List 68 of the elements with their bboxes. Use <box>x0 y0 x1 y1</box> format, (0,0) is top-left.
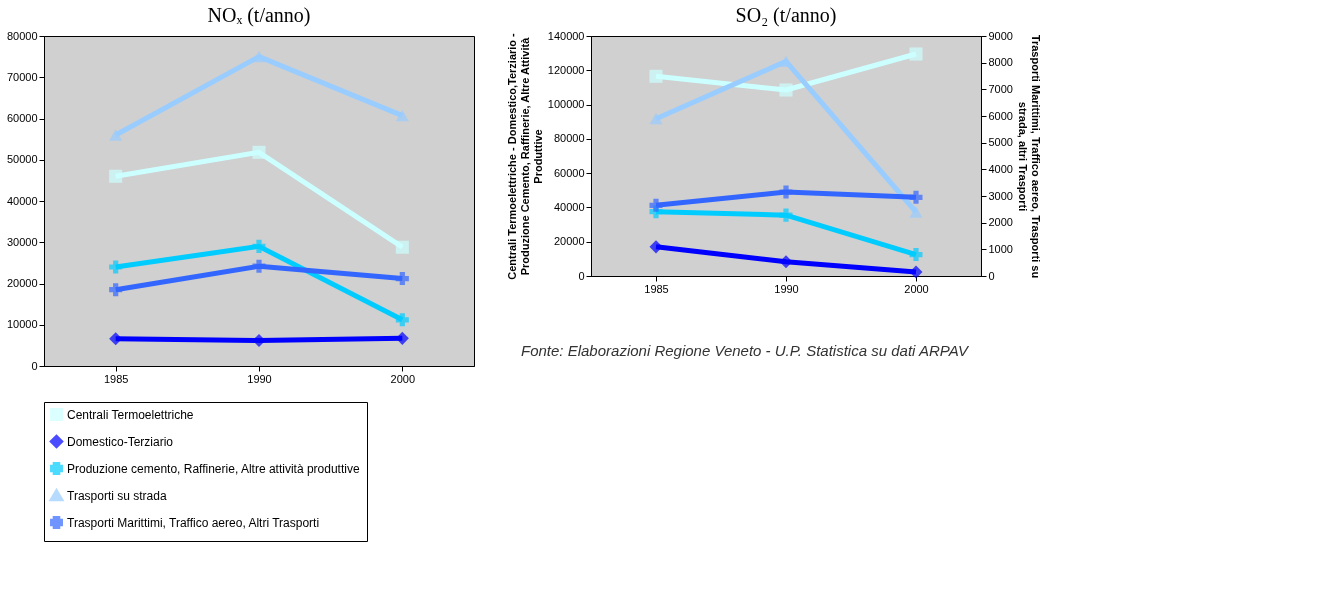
point <box>649 69 663 83</box>
y2-tick-label: 7000 <box>988 82 1013 95</box>
point <box>649 240 663 254</box>
y-tick-label: 50000 <box>6 153 38 166</box>
y-tick-label: 40000 <box>553 200 585 213</box>
legend-label: Trasporti Marittimi, Traffico aereo, Altri Trasporti <box>67 515 320 530</box>
x-tick-label: 1990 <box>247 372 272 385</box>
y-tick-label: 0 <box>31 359 38 372</box>
legend-label: Produzione cemento, Raffinerie, Altre attività produttive <box>67 461 360 476</box>
y-tick-label: 80000 <box>6 29 38 42</box>
y-tick-label: 80000 <box>553 132 585 145</box>
y-tick-label: 20000 <box>553 235 585 248</box>
point <box>252 145 266 159</box>
y2-tick-label: 3000 <box>988 189 1013 202</box>
y-tick-label: 60000 <box>6 112 38 124</box>
y-axis-title: Centrali Termoelettriche - Domestico,Terziario - Produzione Cemento, Raffinerie, Altre Attività Produttive <box>505 32 544 280</box>
y-tick-label: 40000 <box>6 194 38 207</box>
point <box>395 313 409 327</box>
y2-tick-label: 8000 <box>988 56 1013 69</box>
point <box>909 265 923 279</box>
x-tick-label: 1985 <box>644 282 669 295</box>
y-tick-label: 10000 <box>6 318 38 331</box>
point <box>109 129 123 141</box>
legend-label: Trasporti su strada <box>67 488 167 503</box>
x-tick-label: 1985 <box>103 372 129 385</box>
point <box>779 208 793 222</box>
point <box>909 190 923 204</box>
point <box>909 47 923 61</box>
legend-label: Domestico-Terziario <box>67 434 174 449</box>
point <box>109 169 123 183</box>
y-tick-label: 140000 <box>547 29 585 42</box>
y-tick-label: 70000 <box>6 70 38 83</box>
point <box>109 283 123 297</box>
chart-title: SO₂ (t/anno) <box>735 4 837 27</box>
legend-label: Centrali Termoelettriche <box>67 407 194 422</box>
y2-tick-label: 2000 <box>988 216 1013 229</box>
point <box>649 113 663 125</box>
point <box>779 255 793 269</box>
y-tick-label: 20000 <box>6 277 38 289</box>
y-tick-label: 100000 <box>547 98 585 111</box>
x-tick-label: 2000 <box>390 372 416 385</box>
source-note: Fonte: Elaborazioni Regione Veneto - U.P. Statistica su dati ARPAV <box>521 342 970 359</box>
y-tick-label: 120000 <box>547 63 585 76</box>
point <box>252 50 266 63</box>
x-tick-label: 1990 <box>774 282 799 295</box>
y2-axis-title: Trasporti Marittimi, Traffico aereo, Trasporti su strada, altri Trasporti <box>1016 34 1042 279</box>
point <box>395 272 409 286</box>
y-tick-label: 0 <box>578 269 585 282</box>
point <box>909 248 923 262</box>
point <box>109 260 123 274</box>
point <box>909 206 923 218</box>
chart-title: NOₓ (t/anno) <box>207 4 311 27</box>
point <box>779 83 793 97</box>
point <box>395 240 409 254</box>
point <box>649 198 663 212</box>
y2-tick-label: 6000 <box>988 109 1013 122</box>
y-tick-label: 60000 <box>553 166 585 179</box>
point <box>395 109 409 122</box>
y2-tick-label: 9000 <box>988 29 1013 42</box>
y2-tick-label: 1000 <box>988 242 1013 255</box>
y2-tick-label: 0 <box>988 269 995 282</box>
x-tick-label: 2000 <box>904 282 929 295</box>
y2-tick-label: 5000 <box>988 136 1013 149</box>
point <box>252 259 266 273</box>
y2-tick-label: 4000 <box>988 162 1013 175</box>
point <box>779 185 793 199</box>
y-tick-label: 30000 <box>6 235 38 248</box>
point <box>252 239 266 253</box>
